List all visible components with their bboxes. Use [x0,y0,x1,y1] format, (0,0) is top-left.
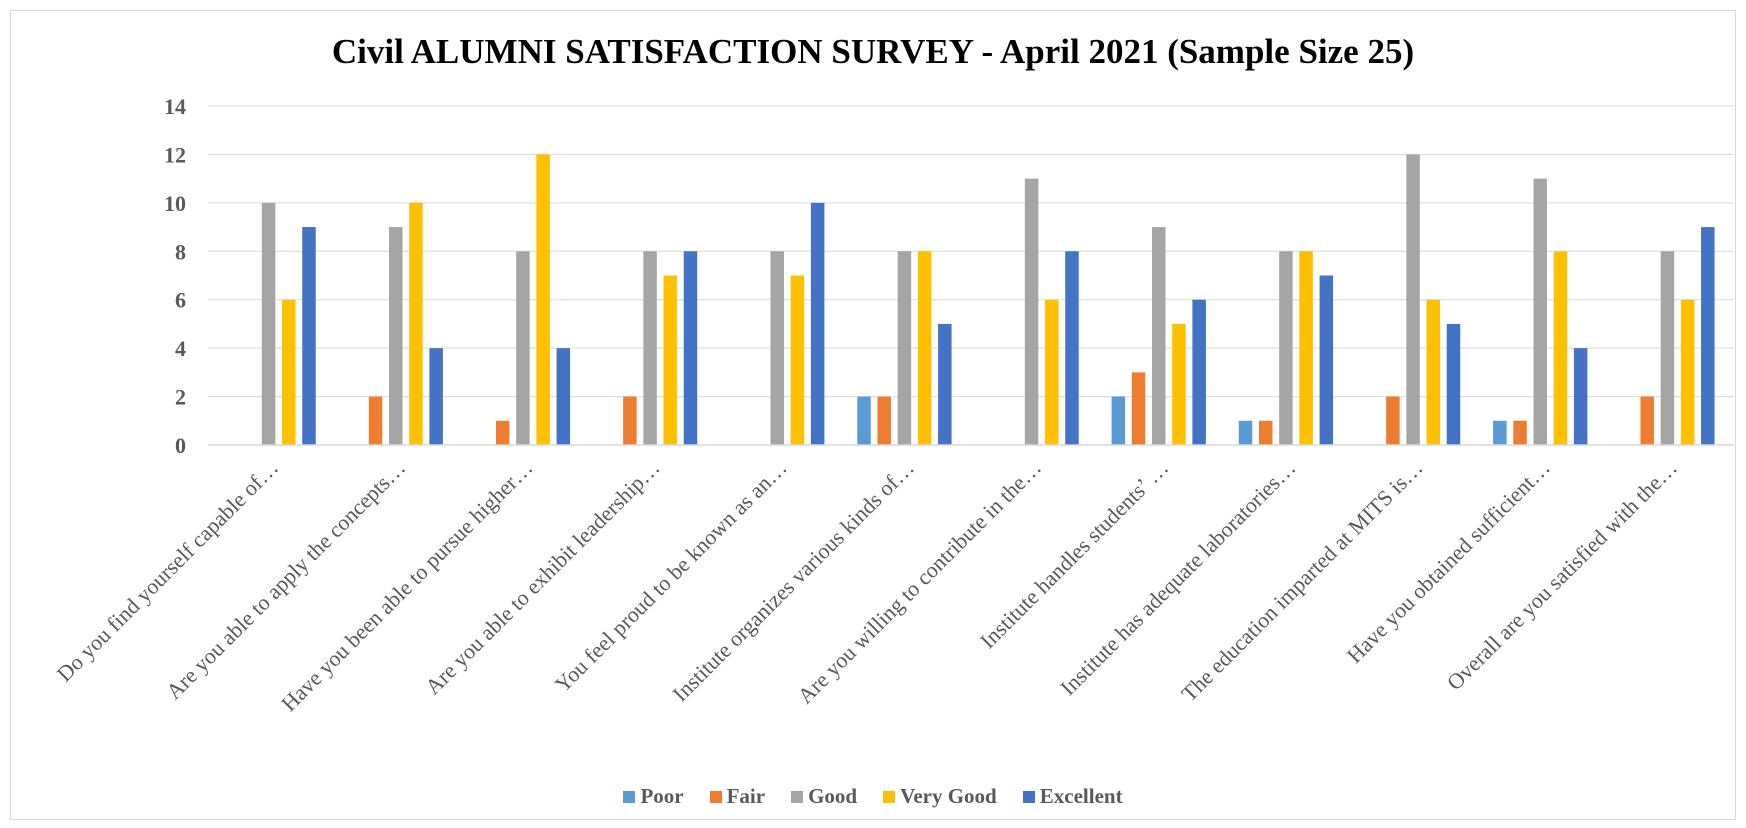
legend-label: Poor [640,784,684,808]
y-tick-label: 4 [175,336,186,361]
bar-good [643,251,657,445]
bar-very-good [1172,323,1186,445]
bar-excellent [302,227,316,445]
bar-excellent [1701,227,1715,445]
y-tick-label: 8 [175,239,186,264]
bar-good [770,251,784,445]
x-tick-label: Institute organizes various kinds of… [667,455,919,707]
x-tick-label: Are you willing to contribute in the… [793,455,1047,709]
x-tick-label: Are you able to apply the concepts… [161,455,410,704]
x-tick-label: Do you find yourself capable of… [52,455,284,687]
bar-poor [1238,420,1253,445]
bar-excellent [1446,323,1461,445]
bar-excellent [1319,275,1334,445]
legend-item-very-good: Very Good [883,784,997,809]
bar-good [1024,178,1039,445]
x-tick-label: Have you been able to pursue higher… [276,455,537,716]
bar-poor [1111,396,1126,445]
bar-fair [1131,372,1146,445]
bar-very-good [1680,299,1695,445]
bar-very-good [663,275,678,445]
bar-fair [877,396,891,445]
legend-swatch [623,790,636,803]
bar-very-good [1553,251,1568,445]
bar-fair [495,420,510,445]
bar-fair [1640,396,1654,445]
bar-very-good [1426,299,1441,445]
bar-good [1279,251,1293,445]
chart-legend: Poor Fair Good Very Good Excellent [0,784,1746,809]
bar-good [389,227,403,445]
y-tick-label: 6 [175,288,186,313]
bar-good [1533,178,1547,445]
bar-fair [1386,396,1400,445]
legend-swatch [709,790,722,803]
legend-label: Good [808,784,858,808]
bar-good [1406,154,1420,445]
y-tick-label: 14 [164,94,186,119]
bar-excellent [556,348,571,445]
bar-good [516,251,530,445]
bar-excellent [1573,348,1588,445]
bar-good [1660,251,1675,445]
chart-title: Civil ALUMNI SATISFACTION SURVEY - April… [331,32,1415,71]
bar-fair [1258,420,1273,445]
bar-very-good [790,275,805,445]
bar-poor [1493,420,1507,445]
legend-label: Excellent [1039,784,1123,808]
bar-very-good [536,154,550,445]
bar-good [261,202,276,445]
bar-excellent [1192,299,1206,445]
y-tick-label: 0 [175,433,186,458]
bar-excellent [938,323,952,445]
legend-item-excellent: Excellent [1022,784,1123,809]
legend-swatch [791,790,804,803]
legend-label: Fair [726,784,766,808]
x-tick-label: Institute has adequate laboratories… [1055,455,1300,700]
bar-good [1152,227,1166,445]
bar-excellent [810,202,825,445]
legend-swatch [1022,790,1035,803]
legend-label: Very Good [900,784,997,808]
x-tick-label: Are you able to exhibit leadership… [420,455,664,699]
x-tick-label: Have you obtained sufficient… [1342,455,1555,668]
legend-item-fair: Fair [709,784,766,809]
y-tick-label: 12 [164,142,186,167]
bar-very-good [1045,299,1059,445]
legend-swatch [883,790,896,803]
bar-fair [623,396,637,445]
bar-excellent [1065,251,1079,445]
bar-very-good [1299,251,1313,445]
bar-poor [857,396,871,445]
bar-very-good [282,299,296,445]
legend-item-good: Good [791,784,857,809]
x-tick-label: You feel proud to be known as an… [550,455,792,697]
bar-good [897,251,912,445]
legend-item-poor: Poor [623,784,684,809]
bar-very-good [917,251,932,445]
bar-excellent [683,251,698,445]
bar-very-good [409,202,423,445]
x-tick-label: The education imparted at MITS is… [1176,455,1427,706]
bar-excellent [429,348,443,445]
bar-fair [1513,420,1527,445]
y-tick-label: 2 [175,385,186,410]
y-tick-label: 10 [164,191,186,216]
bar-fair [368,396,383,445]
x-tick-label: Overall are you satisfied with the… [1442,455,1682,695]
